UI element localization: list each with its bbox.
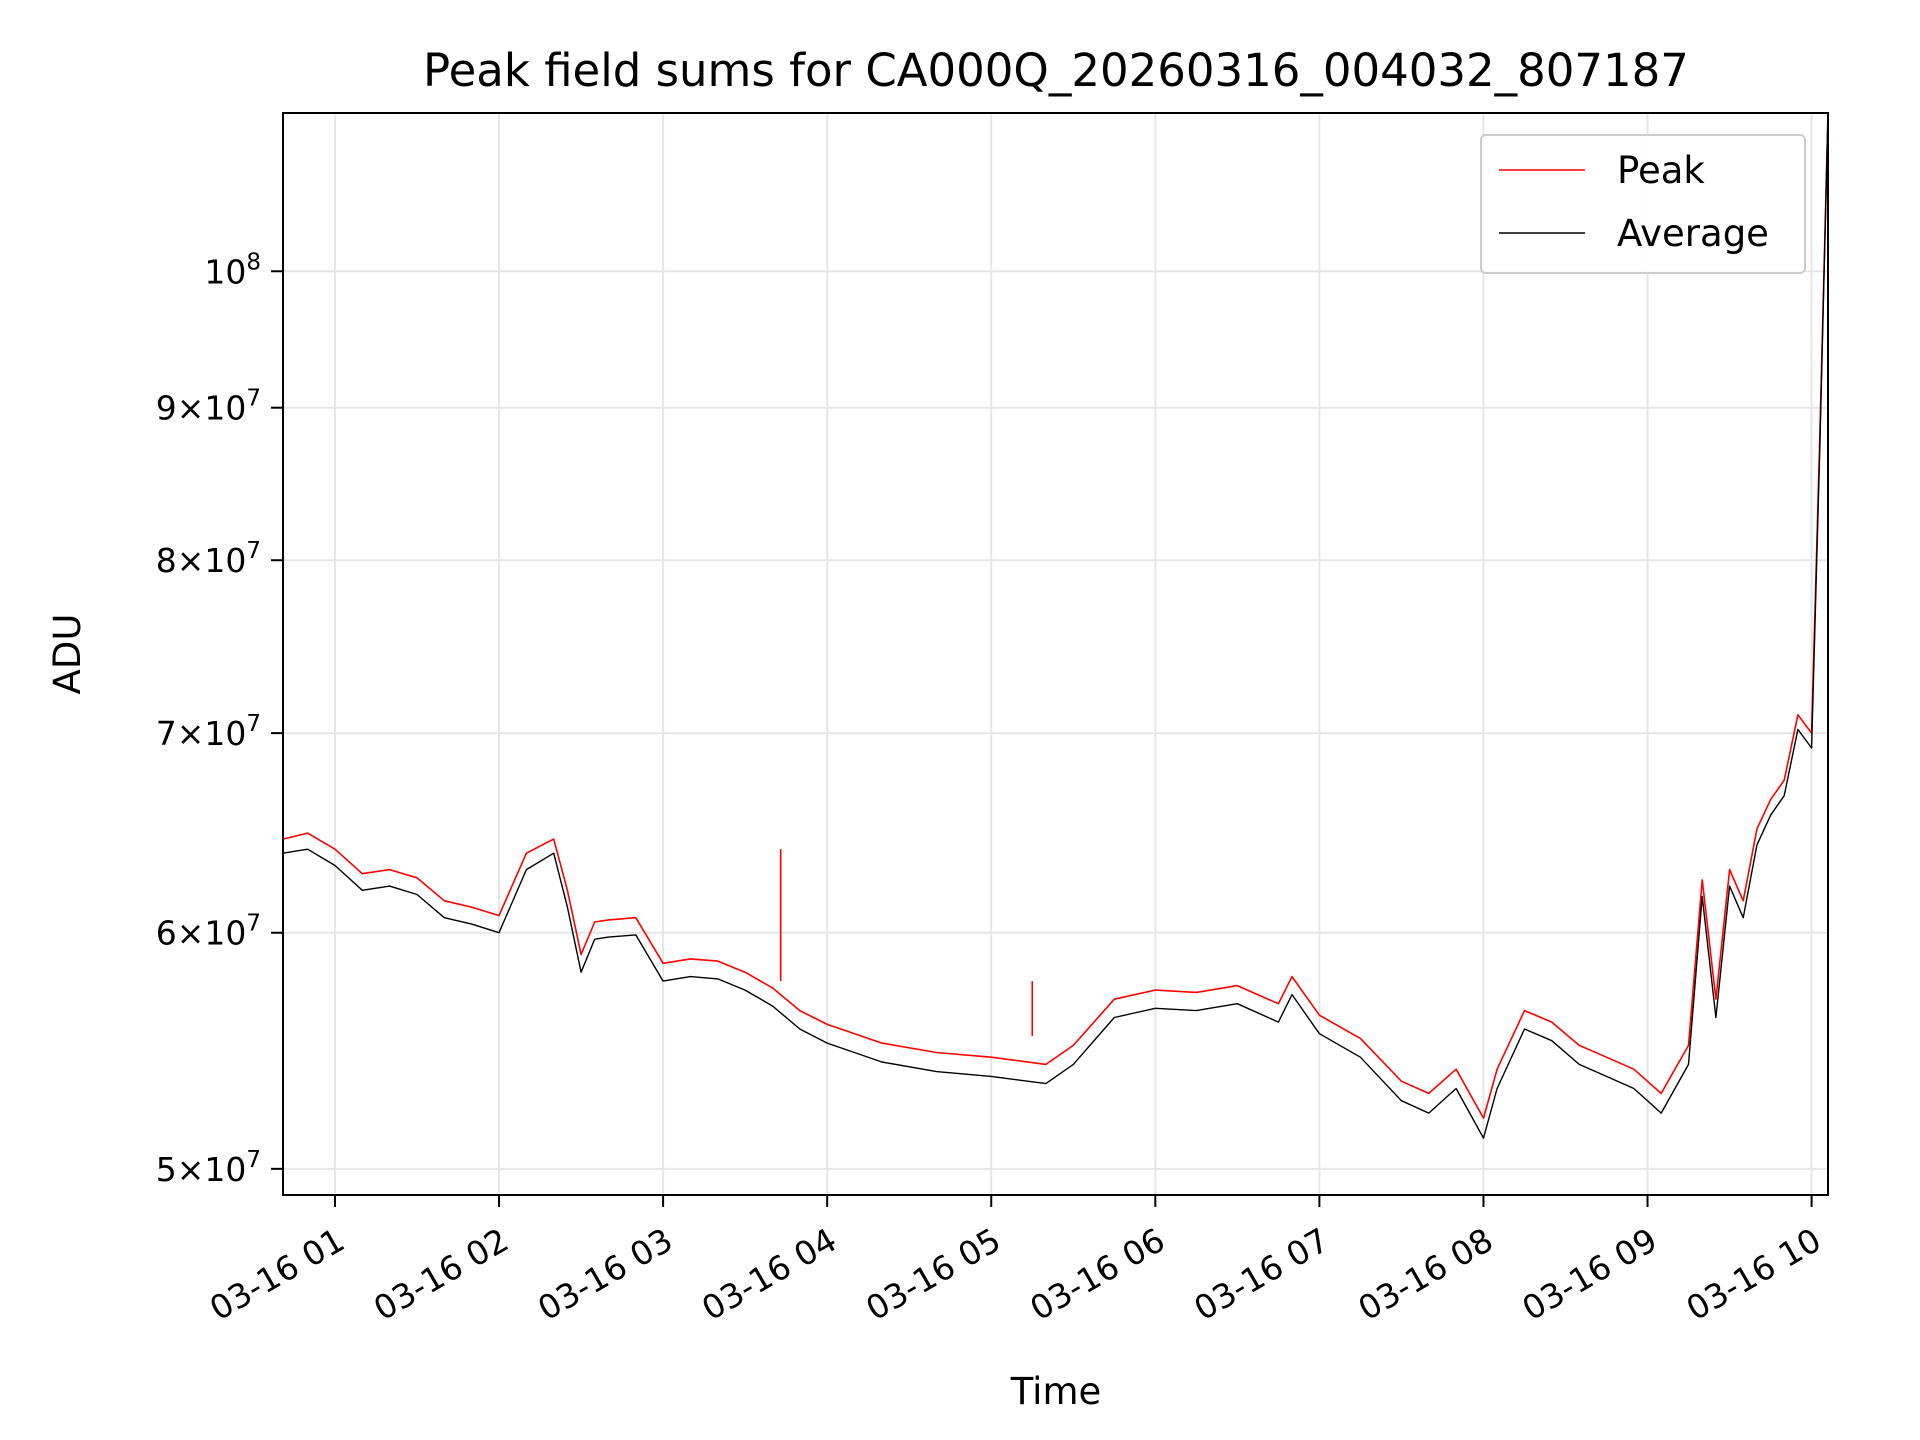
series-line-average [282,112,1829,1139]
y-tick-label: 7×107 [156,711,261,753]
y-axis-label: ADU [46,614,89,695]
grid [283,113,1828,1195]
plot-frame [282,112,1829,1196]
chart-title: Peak field sums for CA000Q_20260316_0040… [423,44,1689,97]
legend: Peak Average [1480,134,1806,274]
plot-lines [282,112,1829,1139]
legend-label-average: Average [1617,212,1769,255]
y-tick-label: 5×107 [156,1147,261,1189]
y-tick-label: 108 [204,249,261,291]
y-tick-label: 8×107 [156,538,261,580]
y-tick-label: 9×107 [156,386,261,428]
series-line-peak [282,112,1829,1119]
x-axis-label: Time [1010,1370,1102,1413]
legend-label-peak: Peak [1617,149,1705,192]
y-tick-label: 6×107 [156,911,261,953]
y-axis-ticks: 5×107 6×107 7×107 8×107 9×107 108 [156,249,283,1189]
